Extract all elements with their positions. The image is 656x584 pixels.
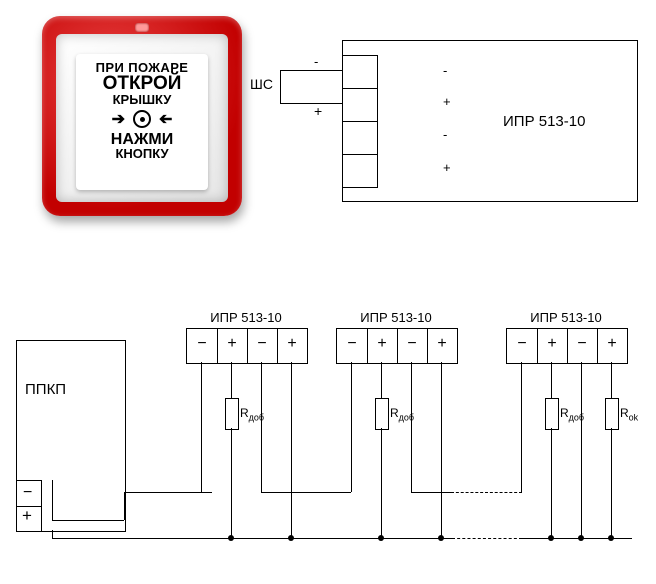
junction-node (288, 535, 294, 541)
bus-negative (52, 538, 452, 539)
bus-dashed (452, 538, 522, 539)
alarm-led (135, 23, 149, 32)
polarity-minus: − (23, 480, 32, 505)
fire-alarm-callpoint: ПРИ ПОЖАРЕ ОТКРОЙ КРЫШКУ ➔ ➔ НАЖМИ КНОПК… (42, 16, 242, 216)
terminal-cell: − (567, 329, 598, 363)
wire (581, 362, 582, 538)
wire (231, 428, 232, 538)
terminal-cell: − (247, 329, 278, 363)
device-terminals: − + − + (336, 328, 458, 364)
device-terminals: − + − + (186, 328, 308, 364)
ppkp-label: ППКП (25, 381, 66, 398)
alarm-arrow-row: ➔ ➔ (76, 109, 208, 129)
loop-diagram: ППКП − + ИПР 513-10 − + − + (16, 310, 640, 560)
wire (231, 362, 232, 398)
polarity-plus: + (314, 103, 322, 119)
ppkp-panel: ППКП − + (16, 340, 126, 532)
target-icon (133, 110, 151, 128)
terminal-cell (343, 89, 377, 122)
polarity-minus: - (314, 54, 318, 69)
terminal-cell: + (277, 329, 307, 363)
device-box: - + - + ИПР 513-10 (342, 40, 638, 202)
wire (411, 492, 451, 493)
wire (280, 103, 342, 104)
arrow-left-icon: ➔ (159, 109, 172, 129)
single-device-diagram: ШС - + - + - + ИПР 513-10 (280, 40, 640, 215)
terminal-cell: + (427, 329, 457, 363)
terminal-sign: - (443, 63, 447, 78)
terminal-cell (343, 155, 377, 187)
junction-node (548, 535, 554, 541)
terminal-cell: − (337, 329, 368, 363)
wire (52, 520, 124, 521)
terminal-sign: + (443, 160, 451, 175)
wire (124, 492, 212, 493)
terminal-cell: + (367, 329, 398, 363)
wire (280, 70, 281, 103)
terminal-sign: + (443, 94, 451, 109)
device-label: ИПР 513-10 (336, 310, 456, 325)
terminal-cell: − (397, 329, 428, 363)
wire (124, 492, 125, 520)
terminal-cell (343, 56, 377, 89)
resistor (225, 398, 239, 430)
wire (201, 362, 202, 492)
wire (521, 492, 522, 493)
device-label: ИПР 513-10 (186, 310, 306, 325)
terminal-sign: - (443, 127, 447, 142)
polarity-plus: + (22, 503, 32, 528)
terminal-block (342, 55, 378, 188)
wire (261, 362, 262, 492)
terminal-cell (343, 122, 377, 155)
alarm-text-line: КНОПКУ (76, 146, 208, 161)
wire (261, 492, 351, 493)
resistor (375, 398, 389, 430)
terminal-cell: − (187, 329, 218, 363)
wire (411, 362, 412, 492)
device-label: ИПР 513-10 (506, 310, 626, 325)
resistor-label: Rok (620, 406, 638, 422)
wire (280, 70, 342, 71)
terminal-cell: + (537, 329, 568, 363)
terminal-cell: + (597, 329, 627, 363)
ppkp-terminals: − + (16, 480, 42, 532)
wire (441, 362, 442, 538)
device-label: ИПР 513-10 (503, 113, 585, 130)
wire (611, 428, 612, 538)
wire (551, 362, 552, 398)
wire (551, 428, 552, 538)
terminal-cell: + (217, 329, 248, 363)
wire (52, 480, 53, 520)
wire (611, 362, 612, 398)
wire (351, 362, 352, 492)
wire-dashed (451, 492, 522, 493)
junction-node (578, 535, 584, 541)
wire (381, 362, 382, 398)
wire (381, 428, 382, 538)
shs-label: ШС (250, 76, 273, 92)
junction-node (228, 535, 234, 541)
arrow-right-icon: ➔ (112, 109, 125, 129)
resistor-eol (605, 398, 619, 430)
wire (201, 492, 212, 493)
wire (581, 538, 632, 539)
wire (291, 362, 292, 538)
device-terminals: − + − + (506, 328, 628, 364)
resistor (545, 398, 559, 430)
junction-node (608, 535, 614, 541)
junction-node (438, 535, 444, 541)
terminal-cell: − (507, 329, 538, 363)
alarm-text-line: КРЫШКУ (76, 92, 208, 107)
wire (52, 530, 53, 538)
alarm-faceplate: ПРИ ПОЖАРЕ ОТКРОЙ КРЫШКУ ➔ ➔ НАЖМИ КНОПК… (76, 54, 208, 190)
junction-node (378, 535, 384, 541)
wire (521, 362, 522, 492)
